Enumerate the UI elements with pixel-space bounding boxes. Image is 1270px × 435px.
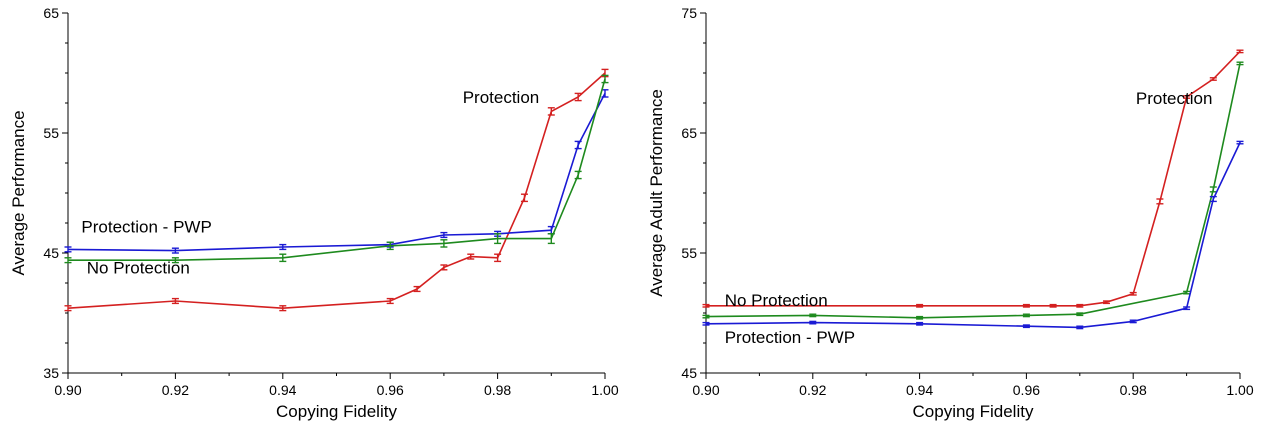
data-point [1076,325,1084,330]
data-point [1183,95,1191,99]
data-point [171,247,179,254]
x-axis-label: Copying Fidelity [276,402,397,421]
data-point [809,320,817,325]
series-no-protection [702,61,1244,320]
data-point [1076,303,1084,308]
data-point [440,239,448,248]
data-point [702,303,710,308]
y-tick-label: 55 [681,245,697,261]
data-point [916,321,924,326]
y-axis-label: Average Performance [9,110,28,275]
data-point [574,92,582,102]
data-point [1049,303,1057,308]
x-tick-label: 0.98 [1120,382,1147,398]
annotation-no-protection: No Protection [87,258,190,277]
data-point [1103,300,1110,305]
data-point [547,233,555,245]
data-point [1022,303,1030,308]
data-point [279,243,287,251]
chart-average-performance: 35 45 55 65 0.90 0.92 0.94 0.96 0.98 1.00 Copying … [9,5,619,421]
data-point [809,313,817,318]
data-point [601,74,609,84]
series-line-no-protection [705,63,1241,319]
data-point [1076,312,1084,317]
series-no-protection [64,74,609,264]
data-point [1156,198,1164,205]
x-tick-label: 0.92 [162,382,189,398]
annotation-protection: Protection [463,88,540,107]
y-tick-label: 65 [681,125,697,141]
data-point [1022,324,1030,329]
x-tick-label: 0.96 [1013,382,1040,398]
data-point [386,241,394,251]
x-tick-label: 0.94 [906,382,933,398]
data-point [916,303,924,308]
data-point [1129,319,1137,324]
y-tick-label: 55 [43,125,59,141]
x-tick-label: 0.94 [269,382,296,398]
y-tick-label: 45 [43,245,59,261]
data-point [1209,77,1217,81]
series-protection [64,68,609,312]
y-tick-label: 35 [43,365,59,381]
data-point [494,253,502,263]
data-point [520,193,528,203]
x-tick-label: 0.92 [799,382,826,398]
data-point [1022,313,1030,318]
x-tick-label: 0.96 [377,382,404,398]
data-point [171,257,179,264]
series-line-protection [67,72,606,310]
x-tick-label: 1.00 [1226,382,1253,398]
data-point [467,253,475,260]
chart-average-adult-performance: 45 55 65 75 0.90 0.92 0.94 0.96 0.98 1.00 Copying … [647,5,1254,421]
annotation-protection-pwp: Protection - PWP [725,328,855,347]
x-tick-label: 0.90 [54,382,81,398]
series-protection-pwp [702,140,1244,330]
data-point [279,253,287,263]
data-point [279,305,287,312]
data-point [64,246,72,253]
data-point [547,107,555,116]
data-point [386,297,394,305]
x-tick-label: 0.90 [692,382,719,398]
series-protection [702,49,1244,308]
annotation-protection: Protection [1136,89,1213,108]
data-point [916,315,924,320]
data-point [413,285,421,293]
data-point [1209,186,1217,193]
data-point [171,297,179,305]
data-point [574,140,582,150]
data-point [494,233,502,245]
y-axis-label: Average Adult Performance [647,89,666,297]
annotation-no-protection: No Protection [725,291,828,310]
y-tick-label: 65 [43,5,59,21]
data-point [440,264,448,271]
data-point [64,257,72,264]
annotation-protection-pwp: Protection - PWP [81,218,211,237]
data-point [1236,61,1244,66]
y-tick-label: 45 [681,365,697,381]
data-point [574,170,582,180]
data-point [1129,291,1137,296]
data-point [1236,140,1244,145]
data-point [1209,195,1217,203]
data-point [1183,306,1191,311]
data-point [601,89,609,98]
data-point [702,321,710,326]
data-point [64,305,72,312]
data-point [1183,290,1191,295]
data-point [1236,49,1244,54]
x-tick-label: 1.00 [591,382,618,398]
data-point [440,231,448,239]
x-axis-label: Copying Fidelity [913,402,1034,421]
x-tick-label: 0.98 [484,382,511,398]
data-point [702,314,710,319]
y-tick-label: 75 [681,5,697,21]
